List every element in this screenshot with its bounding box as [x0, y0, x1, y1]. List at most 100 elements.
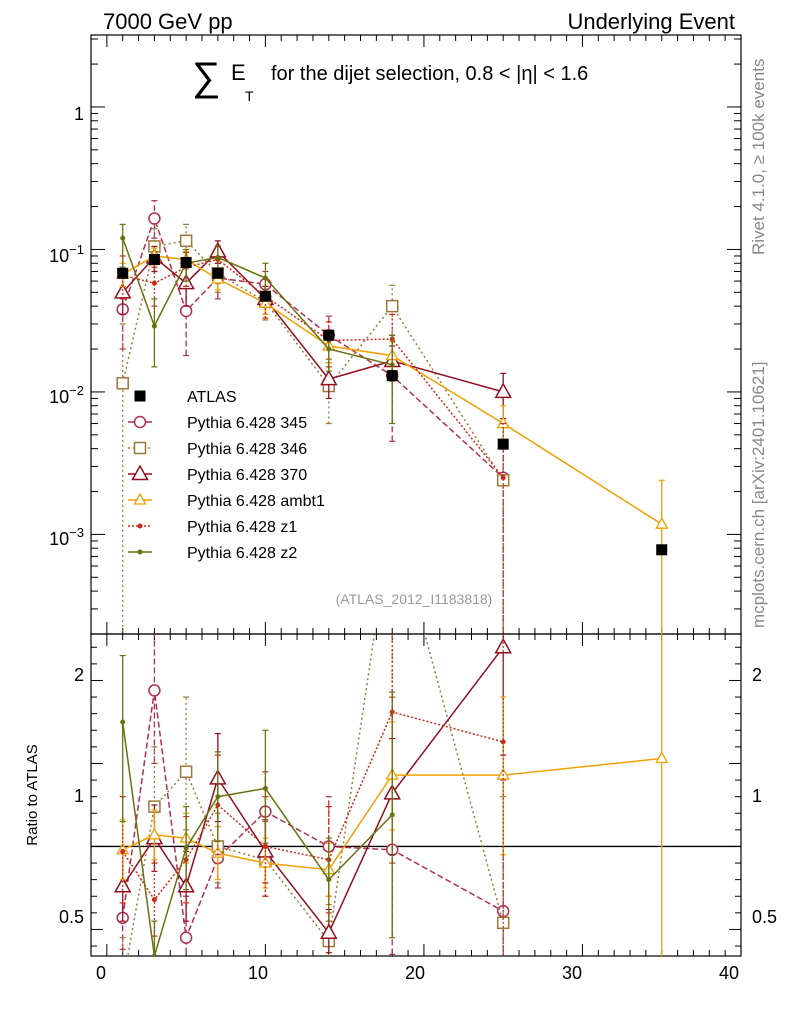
analysis-watermark: (ATLAS_2012_I1183818)	[336, 591, 493, 607]
ratio-tick-label-right-2: 2	[752, 665, 762, 685]
x-tick-label-40: 40	[719, 963, 739, 983]
series-ambt1-point	[258, 295, 272, 308]
rivet-label: Rivet 4.1.0, ≥ 100k events	[749, 59, 768, 255]
atlas-data-point	[148, 254, 160, 266]
legend-345-marker	[133, 415, 147, 429]
legend-z2-marker	[137, 549, 143, 555]
main-plot-area	[113, 200, 669, 634]
ratio-tick-label-0.5: 0.5	[59, 907, 84, 927]
legend-ambt1-label: Pythia 6.428 ambt1	[187, 493, 325, 510]
y-tick-label-1: 1	[74, 104, 84, 124]
series-ambt1-point	[496, 416, 510, 429]
series-370-line	[122, 250, 504, 393]
series-z2-ratio-point	[262, 785, 268, 791]
legend-ambt1-marker	[133, 492, 147, 505]
series-z1-ratio-point	[500, 739, 506, 745]
atlas-data-point	[497, 438, 509, 450]
series-z2-point	[389, 362, 395, 368]
series-z1-ratio-point	[262, 843, 268, 849]
series-345-ratio-point	[179, 931, 193, 944]
series-370-point	[494, 382, 512, 399]
legend-ATLAS-marker	[134, 390, 146, 402]
series-345-line	[121, 216, 504, 479]
series-z2-point	[120, 235, 126, 241]
series-370-ratio-line	[122, 646, 504, 935]
ratio-tick-label-right-0.5: 0.5	[752, 907, 777, 927]
header-left: 7000 GeV pp	[103, 9, 233, 34]
title-sum-symbol: ∑	[192, 55, 221, 99]
atlas-data-point	[386, 370, 398, 382]
x-tick-label-10: 10	[248, 963, 268, 983]
title-et: E	[231, 60, 246, 85]
series-345-ratio-point	[148, 684, 161, 697]
series-346-ratio-point	[117, 979, 128, 990]
series-ambt1-point	[655, 516, 669, 529]
header-right: Underlying Event	[567, 9, 735, 34]
y-tick-label-1e-1: 10−1	[49, 242, 84, 266]
series-370-ratio-point	[320, 923, 338, 940]
series-z2-ratio-point	[215, 794, 221, 800]
atlas-data-point	[656, 544, 668, 556]
series-z2-ratio-point	[389, 812, 395, 818]
ratio-frame	[90, 633, 742, 957]
series-345-point	[179, 304, 193, 318]
series-345-ratio-line	[121, 690, 504, 941]
legend-ATLAS-label: ATLAS	[187, 389, 237, 406]
series-z1-point	[151, 280, 157, 286]
series-ambt1-ratio-point	[655, 751, 669, 764]
ratio-tick-label-2: 2	[74, 665, 84, 685]
series-370-point	[320, 369, 338, 386]
atlas-data-point	[323, 329, 335, 341]
legend-346-marker	[133, 441, 147, 455]
series-z1-ratio-point	[120, 848, 126, 854]
series-z2-ratio-point	[120, 719, 126, 725]
legend-346-label: Pythia 6.428 346	[187, 441, 307, 458]
y-tick-label-1e-2: 10−2	[49, 383, 84, 407]
legend-z2-label: Pythia 6.428 z2	[187, 545, 297, 562]
axes-frames	[90, 34, 742, 957]
mcplots-label: mcplots.cern.ch [arXiv:2401.10621]	[749, 362, 768, 628]
series-z1-ratio-point	[151, 897, 157, 903]
series-z1-point	[500, 475, 506, 481]
series-z1-ratio-line	[122, 711, 504, 901]
legend-370-marker	[131, 464, 149, 481]
ratio-series-group	[113, 509, 669, 990]
series-346-point	[116, 377, 129, 390]
legend-z1-marker	[137, 523, 143, 529]
legend-345-label: Pythia 6.428 345	[187, 415, 307, 432]
title-et-subscript: T	[245, 88, 254, 104]
series-345-point	[148, 212, 161, 225]
atlas-data-point	[259, 290, 271, 302]
x-tick-label-30: 30	[562, 963, 582, 983]
series-346-ratio-point	[387, 509, 398, 520]
atlas-data-point	[117, 267, 129, 279]
series-ambt1-ratio-point	[147, 827, 162, 840]
series-z2-point	[262, 275, 268, 281]
series-346-point	[179, 234, 193, 248]
legend-370-label: Pythia 6.428 370	[187, 467, 307, 484]
series-346-ratio-line	[126, 634, 504, 956]
series-z2-ratio-point	[151, 953, 157, 956]
series-z2-ratio-point	[183, 845, 189, 851]
legend: ATLAS Pythia 6.428 345 Pythia 6.428 346 Pyt…	[128, 389, 325, 562]
series-346-ratio-point	[179, 765, 193, 779]
series-z2-ratio-point	[326, 877, 332, 883]
series-z2-point	[151, 323, 157, 329]
ratio-axis-label: Ratio to ATLAS	[24, 744, 41, 845]
y-tick-label-1e-3: 10−3	[49, 525, 84, 549]
title-selection: for the dijet selection, 0.8 < |η| < 1.6	[271, 63, 588, 85]
series-z2-point	[326, 346, 332, 352]
ratio-tick-label-right-1: 1	[752, 786, 762, 806]
x-tick-label-0: 0	[96, 963, 106, 983]
x-tick-label-20: 20	[405, 963, 425, 983]
ratio-tick-label-1: 1	[74, 786, 84, 806]
main-series-group	[113, 200, 669, 634]
series-346-point	[385, 299, 399, 313]
legend-z1-label: Pythia 6.428 z1	[187, 519, 297, 536]
ratio-plot-area	[113, 509, 669, 990]
series-z2-point	[215, 254, 221, 260]
atlas-data-point	[212, 267, 224, 279]
atlas-data-point	[180, 256, 192, 268]
